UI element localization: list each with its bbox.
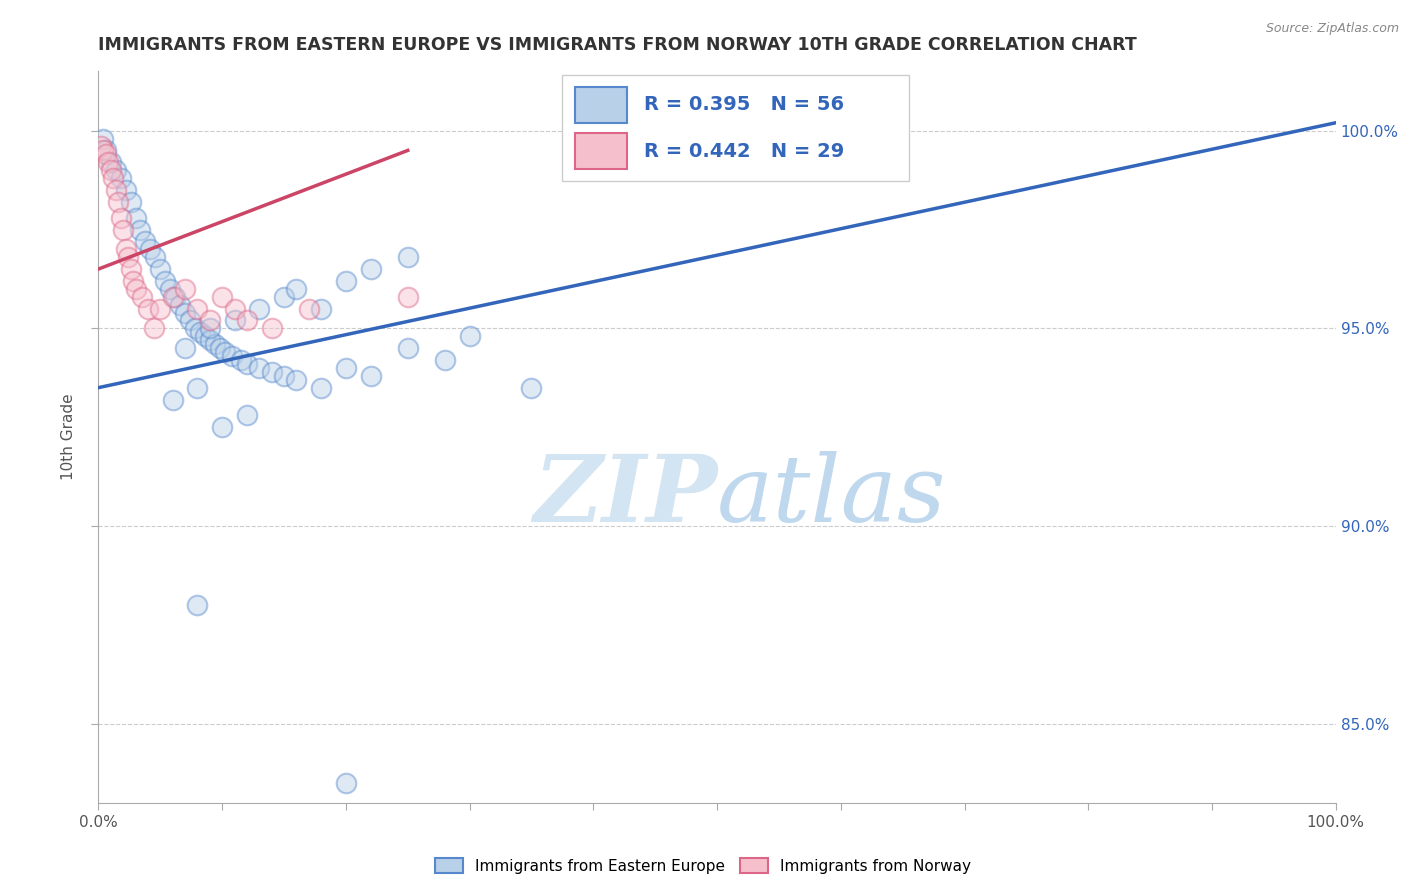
Point	[208, 341, 231, 355]
Point	[134, 235, 156, 249]
Point	[94, 147, 117, 161]
Point	[143, 250, 166, 264]
Point	[224, 313, 246, 327]
Y-axis label: 10th Grade: 10th Grade	[60, 393, 76, 481]
Point	[122, 274, 145, 288]
Point	[112, 222, 135, 236]
Point	[396, 290, 419, 304]
Point	[433, 353, 456, 368]
Point	[198, 313, 221, 327]
Point	[186, 301, 208, 316]
Point	[100, 163, 122, 178]
Point	[236, 313, 259, 327]
Point	[149, 301, 172, 316]
Point	[285, 373, 308, 387]
Text: R = 0.442   N = 29: R = 0.442 N = 29	[644, 142, 845, 161]
Point	[165, 290, 187, 304]
Point	[309, 381, 332, 395]
Point	[104, 183, 127, 197]
Point	[335, 776, 357, 790]
Point	[194, 329, 217, 343]
Point	[204, 337, 226, 351]
Point	[104, 163, 127, 178]
Point	[186, 598, 208, 612]
Point	[247, 301, 270, 316]
Point	[162, 392, 184, 407]
Point	[221, 349, 243, 363]
Point	[117, 250, 139, 264]
Point	[224, 301, 246, 316]
Point	[211, 290, 233, 304]
Point	[131, 290, 153, 304]
Point	[107, 194, 129, 209]
Point	[159, 282, 181, 296]
Point	[114, 242, 136, 256]
Point	[124, 282, 146, 296]
Point	[188, 326, 211, 340]
Point	[174, 341, 197, 355]
Point	[120, 194, 142, 209]
Point	[162, 290, 184, 304]
Point	[273, 368, 295, 383]
Point	[260, 321, 283, 335]
Text: ZIP: ZIP	[533, 450, 717, 541]
Point	[149, 262, 172, 277]
Point	[179, 313, 201, 327]
Point	[458, 329, 481, 343]
FancyBboxPatch shape	[575, 134, 627, 169]
Point	[94, 144, 117, 158]
Point	[97, 155, 120, 169]
Text: Source: ZipAtlas.com: Source: ZipAtlas.com	[1265, 22, 1399, 36]
FancyBboxPatch shape	[562, 75, 908, 181]
Point	[229, 353, 252, 368]
Point	[100, 155, 122, 169]
Legend: Immigrants from Eastern Europe, Immigrants from Norway: Immigrants from Eastern Europe, Immigran…	[429, 852, 977, 880]
Point	[211, 420, 233, 434]
Point	[298, 301, 321, 316]
Point	[103, 171, 125, 186]
Point	[186, 381, 208, 395]
Text: atlas: atlas	[717, 450, 946, 541]
Point	[174, 282, 197, 296]
Point	[120, 262, 142, 277]
Point	[114, 183, 136, 197]
Text: IMMIGRANTS FROM EASTERN EUROPE VS IMMIGRANTS FROM NORWAY 10TH GRADE CORRELATION : IMMIGRANTS FROM EASTERN EUROPE VS IMMIGR…	[98, 36, 1137, 54]
Point	[214, 345, 236, 359]
Point	[247, 360, 270, 375]
Point	[198, 333, 221, 347]
Point	[184, 321, 207, 335]
Point	[236, 357, 259, 371]
Point	[110, 171, 132, 186]
Point	[396, 250, 419, 264]
Point	[335, 360, 357, 375]
Text: R = 0.395   N = 56: R = 0.395 N = 56	[644, 95, 844, 114]
Point	[520, 381, 543, 395]
Point	[155, 274, 177, 288]
Point	[273, 290, 295, 304]
Point	[139, 242, 162, 256]
Point	[174, 305, 197, 319]
Point	[90, 139, 112, 153]
Point	[335, 274, 357, 288]
Point	[360, 368, 382, 383]
Point	[285, 282, 308, 296]
Point	[360, 262, 382, 277]
Point	[309, 301, 332, 316]
Point	[260, 365, 283, 379]
Point	[110, 211, 132, 225]
Point	[143, 321, 166, 335]
FancyBboxPatch shape	[575, 87, 627, 122]
Point	[396, 341, 419, 355]
Point	[129, 222, 152, 236]
Point	[169, 298, 191, 312]
Point	[236, 409, 259, 423]
Point	[124, 211, 146, 225]
Point	[93, 131, 115, 145]
Point	[93, 144, 115, 158]
Point	[136, 301, 159, 316]
Point	[198, 321, 221, 335]
